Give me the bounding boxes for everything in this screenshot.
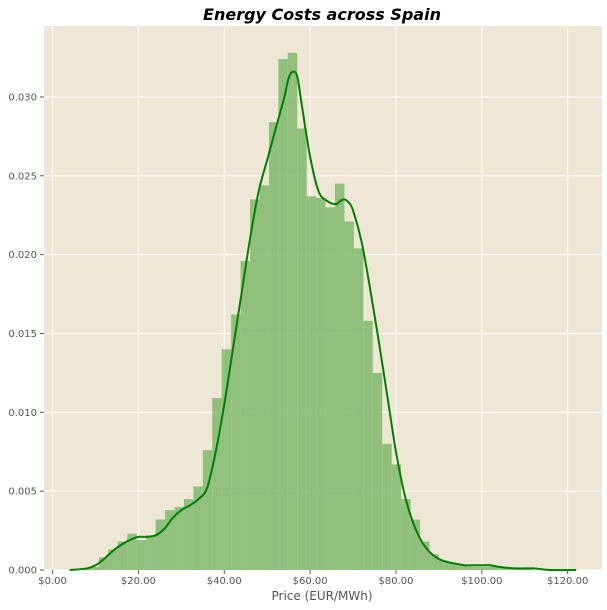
- x-tick-label: $100.00: [461, 576, 502, 587]
- y-tick-label: 0.025: [8, 171, 37, 182]
- histogram-bar: [117, 541, 128, 570]
- histogram-bar: [457, 565, 468, 570]
- histogram-bar: [231, 314, 241, 570]
- x-tick-label: $20.00: [121, 576, 156, 587]
- y-tick-label: 0.020: [8, 250, 37, 261]
- x-tick-label: $60.00: [293, 576, 328, 587]
- histogram-bar: [382, 443, 392, 570]
- histogram-bar: [306, 196, 317, 570]
- histogram-bar: [193, 486, 203, 570]
- histogram-bar: [486, 566, 496, 570]
- histogram-bar: [268, 122, 279, 570]
- histogram-bar: [363, 320, 373, 570]
- histogram-bar: [98, 557, 109, 570]
- histogram-bars: [80, 52, 534, 571]
- histogram-bar: [127, 533, 137, 570]
- histogram-bar: [259, 185, 269, 570]
- histogram-bar: [221, 349, 232, 570]
- chart-title: Energy Costs across Spain: [203, 5, 441, 24]
- histogram-bar: [429, 554, 439, 570]
- histogram-bar: [174, 506, 184, 570]
- histogram-bar: [504, 568, 515, 570]
- histogram-bar: [287, 52, 298, 571]
- histogram-bar: [212, 398, 222, 570]
- histogram-bar: [89, 566, 99, 570]
- histogram-bar: [420, 541, 430, 570]
- histogram-bar: [202, 450, 213, 570]
- histogram-bar: [448, 563, 458, 570]
- histogram-bar: [183, 499, 194, 570]
- histogram-bar: [278, 59, 288, 571]
- x-axis-label: Price (EUR/MWh): [271, 589, 372, 603]
- histogram-bar: [250, 199, 260, 570]
- histogram-bar: [495, 566, 505, 570]
- histogram-bar: [476, 566, 487, 570]
- histogram-bar: [240, 260, 251, 570]
- histogram-bar: [353, 248, 364, 570]
- histogram-bar: [344, 221, 354, 570]
- histogram-bar: [335, 183, 345, 570]
- y-tick-label: 0.005: [8, 487, 37, 498]
- x-tick-label: $80.00: [378, 576, 413, 587]
- y-tick-label: 0.010: [8, 408, 37, 419]
- y-axis-ticks: 0.000 0.005 0.010 0.015 0.020 0.025 0.030: [8, 92, 44, 577]
- y-tick-label: 0.030: [8, 92, 37, 103]
- histogram-bar: [136, 540, 147, 570]
- histogram-bar: [467, 566, 477, 570]
- histogram-bar: [146, 535, 156, 570]
- kde-curve: [69, 70, 577, 572]
- histogram-bar: [372, 372, 383, 570]
- histogram-bar: [325, 207, 336, 571]
- histogram-bar: [165, 510, 175, 570]
- histogram-bar: [155, 519, 166, 570]
- histogram-bar: [316, 197, 326, 570]
- x-tick-label: $120.00: [547, 576, 588, 587]
- y-tick-label: 0.000: [8, 566, 37, 577]
- y-tick-label: 0.015: [8, 329, 37, 340]
- histogram-bar: [108, 549, 118, 570]
- histogram-bar: [297, 128, 307, 571]
- histogram-bar: [410, 519, 421, 570]
- x-tick-label: $0.00: [38, 576, 67, 587]
- x-tick-label: $40.00: [207, 576, 242, 587]
- x-axis-ticks: $0.00 $20.00 $40.00 $60.00 $80.00 $100.00 $120…: [38, 570, 588, 587]
- histogram-bar: [401, 499, 411, 570]
- histogram-bar: [438, 560, 449, 570]
- histogram-bar: [391, 464, 402, 570]
